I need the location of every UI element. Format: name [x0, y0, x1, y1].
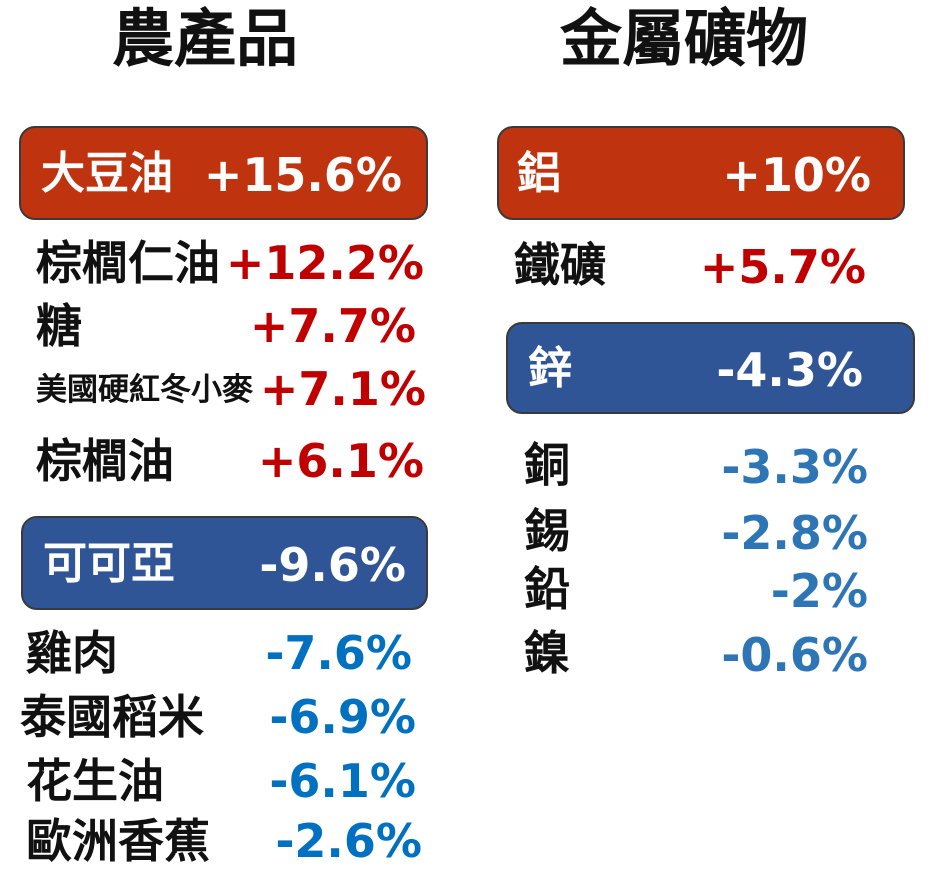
metals-loser-name: 銅	[524, 438, 570, 492]
metals-bottom-name: 鋅	[528, 343, 572, 394]
agri-gainer-name: 美國硬紅冬小麥	[36, 372, 253, 408]
metals-bottom-value: -4.3%	[716, 343, 863, 397]
agri-loser-name: 雞肉	[26, 626, 118, 680]
agri-gainer-value: +6.1%	[257, 434, 424, 488]
agri-top-value: +15.6%	[203, 148, 402, 202]
agri-gainer-value: +7.7%	[249, 299, 416, 353]
metals-loser-value: -2.8%	[721, 506, 868, 560]
agri-gainer-name: 糖	[36, 299, 82, 353]
agri-loser-value: -7.6%	[265, 626, 412, 680]
agri-bottom-value: -9.6%	[259, 538, 406, 592]
metals-top-box: 鋁 +10%	[497, 126, 905, 220]
agri-top-box: 大豆油 +15.6%	[19, 126, 428, 220]
agri-gainer-value: +12.2%	[225, 236, 424, 290]
agri-loser-value: -6.1%	[269, 754, 416, 808]
agri-loser-name: 歐洲香蕉	[26, 814, 210, 868]
metals-loser-name: 鎳	[524, 626, 570, 680]
metals-heading: 金屬礦物	[560, 2, 809, 75]
metals-loser-value: -0.6%	[721, 628, 868, 682]
agri-bottom-name: 可可亞	[43, 538, 175, 589]
agri-bottom-box: 可可亞 -9.6%	[21, 516, 428, 610]
metals-top-value: +10%	[722, 148, 871, 202]
metals-bottom-box: 鋅 -4.3%	[506, 322, 915, 414]
metals-loser-value: -3.3%	[721, 440, 868, 494]
metals-loser-value: -2%	[770, 564, 868, 618]
agri-gainer-name: 棕櫚仁油	[36, 236, 220, 290]
agri-gainer-name: 棕櫚油	[36, 434, 174, 488]
agri-loser-value: -6.9%	[269, 690, 416, 744]
agri-loser-name: 花生油	[26, 754, 164, 808]
agri-loser-name: 泰國稻米	[20, 690, 204, 744]
metals-gainer-name: 鐵礦	[514, 238, 606, 292]
metals-top-name: 鋁	[517, 148, 561, 199]
metals-loser-name: 錫	[524, 504, 570, 558]
agri-loser-value: -2.6%	[275, 814, 422, 868]
agri-top-name: 大豆油	[41, 148, 173, 199]
metals-loser-name: 鉛	[524, 562, 570, 616]
agri-gainer-value: +7.1%	[259, 362, 426, 416]
metals-gainer-value: +5.7%	[699, 240, 866, 294]
agri-heading: 農產品	[112, 2, 299, 75]
